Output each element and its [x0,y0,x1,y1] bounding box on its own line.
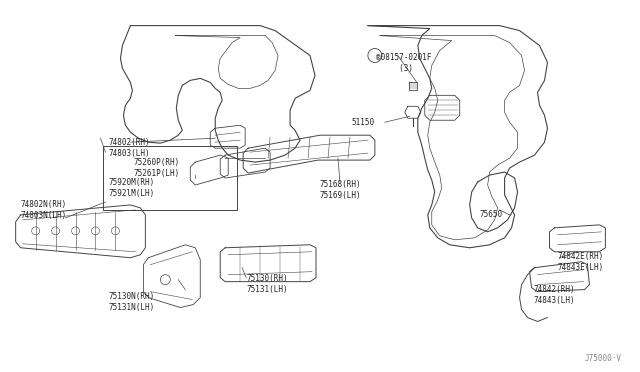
Text: 75130N(RH)
75131N(LH): 75130N(RH) 75131N(LH) [108,292,155,312]
Text: 74802N(RH)
74803N(LH): 74802N(RH) 74803N(LH) [20,200,67,220]
Text: 75920M(RH)
7592lM(LH): 75920M(RH) 7592lM(LH) [108,178,155,198]
Text: J75000·V: J75000·V [584,355,621,363]
Text: 75260P(RH)
75261P(LH): 75260P(RH) 75261P(LH) [133,158,180,178]
Text: 74802(RH)
74803(LH): 74802(RH) 74803(LH) [108,138,150,158]
Text: 74842E(RH)
74843E(LH): 74842E(RH) 74843E(LH) [557,252,604,272]
Text: 75130(RH)
75131(LH): 75130(RH) 75131(LH) [246,274,288,294]
Text: 75650: 75650 [479,210,503,219]
Text: 51150: 51150 [352,118,375,127]
Text: 75168(RH)
75169(LH): 75168(RH) 75169(LH) [320,180,362,200]
Text: 74842(RH)
74843(LH): 74842(RH) 74843(LH) [534,285,575,305]
Text: ®08157-0201F
     (3): ®08157-0201F (3) [376,52,431,73]
